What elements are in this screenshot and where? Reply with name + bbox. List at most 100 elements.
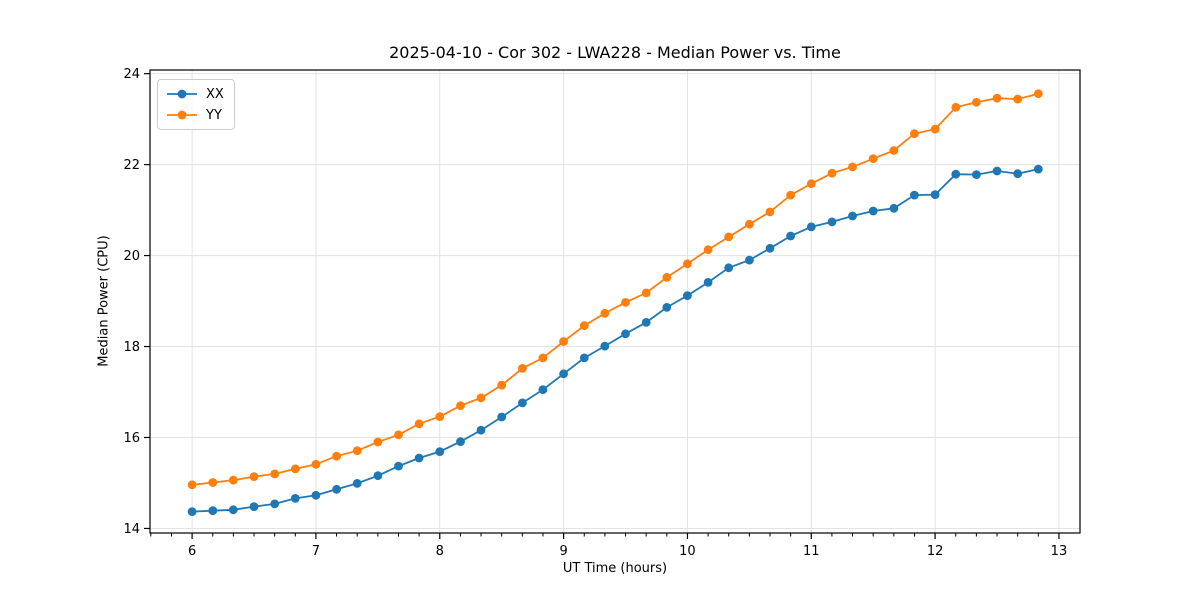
- data-point-xx: [332, 484, 341, 494]
- data-point-xx: [662, 303, 672, 312]
- data-point-yy: [290, 464, 300, 474]
- data-point-yy: [621, 298, 630, 307]
- data-point-yy: [476, 393, 486, 403]
- legend: XX YY: [157, 79, 235, 130]
- data-point-yy: [910, 129, 919, 139]
- data-point-xx: [951, 169, 961, 179]
- data-point-yy: [187, 480, 197, 490]
- data-point-xx: [228, 505, 238, 515]
- data-point-yy: [641, 288, 651, 298]
- data-point-yy: [497, 380, 507, 390]
- data-point-xx: [518, 398, 527, 408]
- data-point-yy: [951, 102, 961, 112]
- data-point-xx: [703, 278, 713, 287]
- x-tick-label: 7: [312, 544, 320, 559]
- data-point-xx: [806, 222, 816, 232]
- legend-item-xx: XX: [166, 85, 224, 103]
- data-point-yy: [1033, 89, 1043, 99]
- data-point-xx: [765, 243, 775, 253]
- x-tick-label: 13: [1051, 544, 1068, 559]
- x-tick-label: 10: [679, 544, 696, 559]
- y-tick-label: 18: [123, 340, 140, 355]
- data-point-xx: [972, 170, 981, 180]
- data-point-xx: [724, 263, 734, 273]
- legend-marker-xx: [167, 89, 197, 99]
- data-point-xx: [621, 329, 630, 339]
- data-point-xx: [559, 369, 568, 379]
- data-point-yy: [352, 446, 362, 456]
- data-point-xx: [868, 206, 878, 216]
- data-point-yy: [724, 232, 734, 242]
- data-point-yy: [683, 259, 692, 269]
- data-point-yy: [559, 337, 568, 346]
- data-point-yy: [662, 273, 672, 282]
- data-point-yy: [765, 207, 775, 217]
- data-point-yy: [868, 154, 878, 164]
- data-point-yy: [228, 475, 238, 485]
- data-point-xx: [249, 502, 259, 511]
- x-axis-label: UT Time (hours): [562, 561, 668, 576]
- data-point-yy: [518, 364, 527, 373]
- data-point-xx: [745, 255, 754, 265]
- data-point-yy: [538, 353, 548, 363]
- y-tick-label: 20: [123, 249, 140, 264]
- data-point-xx: [187, 507, 197, 516]
- data-point-xx: [311, 490, 321, 500]
- y-tick-label: 22: [123, 158, 140, 173]
- data-point-xx: [270, 499, 280, 509]
- legend-item-yy: YY: [166, 106, 224, 124]
- data-point-yy: [311, 459, 321, 469]
- data-point-yy: [889, 146, 899, 155]
- data-point-xx: [848, 211, 857, 221]
- data-point-xx: [538, 385, 548, 395]
- data-point-yy: [827, 168, 837, 178]
- data-point-xx: [394, 461, 403, 471]
- data-point-xx: [786, 231, 795, 241]
- data-point-xx: [414, 453, 424, 463]
- data-point-xx: [641, 318, 651, 327]
- data-point-yy: [600, 308, 610, 318]
- x-tick-label: 9: [559, 544, 567, 559]
- data-point-yy: [745, 219, 754, 229]
- data-point-xx: [208, 506, 218, 516]
- data-point-xx: [910, 190, 919, 200]
- data-point-yy: [848, 162, 857, 172]
- chart-title: 2025-04-10 - Cor 302 - LWA228 - Median P…: [389, 43, 841, 62]
- data-point-xx: [992, 166, 1002, 176]
- data-point-xx: [476, 425, 486, 435]
- data-point-xx: [435, 447, 445, 456]
- data-point-yy: [435, 412, 445, 421]
- data-point-xx: [889, 203, 899, 213]
- data-point-xx: [497, 412, 507, 422]
- legend-label: XX: [206, 86, 224, 102]
- legend-label: YY: [206, 107, 222, 123]
- x-tick-label: 12: [927, 544, 944, 559]
- data-point-yy: [1013, 94, 1023, 104]
- data-point-yy: [786, 190, 795, 200]
- x-tick-label: 6: [188, 544, 196, 559]
- data-point-xx: [352, 479, 362, 488]
- data-point-yy: [394, 430, 403, 440]
- data-point-yy: [373, 437, 383, 447]
- data-point-xx: [600, 341, 610, 351]
- data-point-yy: [930, 124, 940, 134]
- data-point-xx: [290, 494, 300, 503]
- y-tick-label: 14: [123, 522, 140, 537]
- x-tick-label: 11: [803, 544, 820, 559]
- data-point-yy: [456, 401, 465, 411]
- data-point-xx: [683, 291, 692, 300]
- y-axis-label: Median Power (CPU): [96, 235, 112, 367]
- data-point-yy: [270, 469, 280, 479]
- legend-marker-yy: [167, 110, 197, 120]
- x-tick-label: 8: [436, 544, 444, 559]
- data-point-xx: [827, 217, 837, 227]
- data-point-yy: [579, 321, 589, 330]
- data-point-yy: [249, 472, 259, 481]
- data-point-yy: [992, 93, 1002, 103]
- data-point-yy: [972, 97, 981, 107]
- data-point-yy: [806, 179, 816, 189]
- data-point-xx: [373, 471, 383, 481]
- series-line-yy: [192, 92, 1039, 486]
